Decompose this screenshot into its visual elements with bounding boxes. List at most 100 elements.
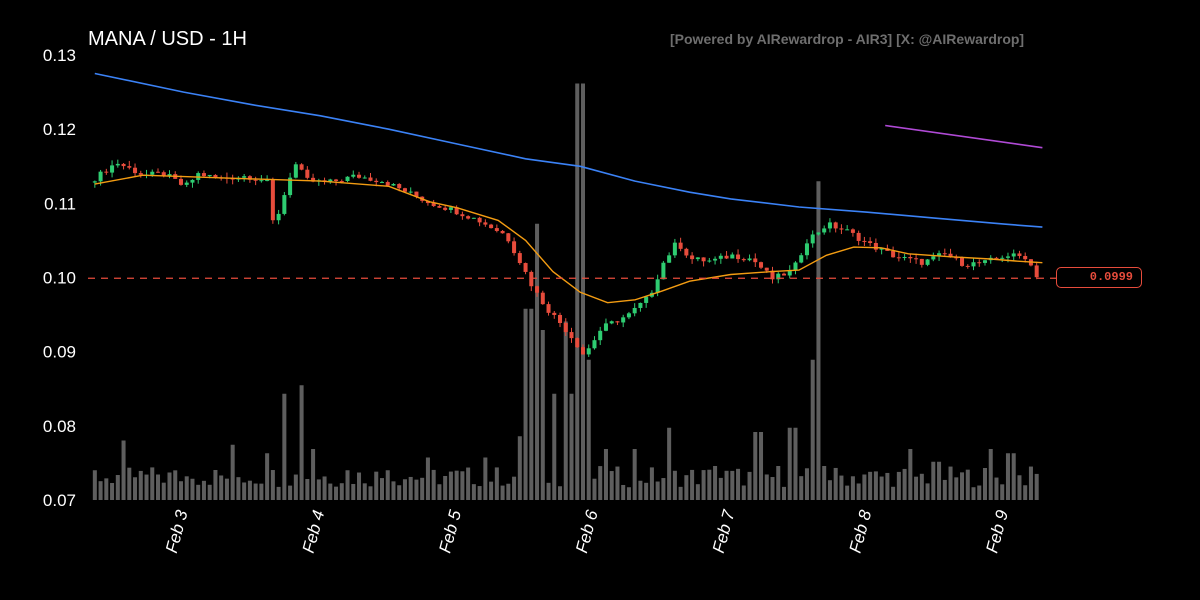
volume-bar [334, 486, 339, 500]
candle-body [850, 229, 855, 233]
candle [730, 252, 735, 259]
volume-bar [707, 469, 712, 500]
candle [942, 248, 947, 257]
candle-body [603, 323, 608, 331]
volume-bar [810, 359, 815, 500]
volume-bar [201, 480, 206, 500]
volume-bar [799, 476, 804, 500]
volume-bar [598, 466, 603, 500]
volume-bar [466, 467, 471, 500]
volume-bar [615, 466, 620, 500]
candle [724, 251, 729, 260]
candle [517, 250, 522, 265]
volume-bar [420, 477, 425, 500]
candle-body [368, 177, 373, 181]
candle [431, 199, 436, 207]
candle-body [862, 240, 867, 242]
candle-body [1005, 256, 1010, 258]
volume-bar [649, 467, 654, 500]
candle-body [793, 262, 798, 271]
volume-bar [144, 474, 149, 500]
volume-bar [1034, 473, 1039, 500]
volume-bar [1005, 453, 1010, 500]
candle-body [385, 182, 390, 186]
y-axis-labels: 0.13 0.12 0.11 0.10 0.09 0.08 0.07 [43, 46, 76, 510]
volume-bar [288, 485, 293, 500]
candle [494, 224, 499, 233]
volume-bar [988, 449, 993, 500]
candle-body [580, 347, 586, 355]
candle [540, 290, 545, 305]
volume-bar [770, 477, 775, 500]
volume-bar [219, 475, 224, 500]
candle [690, 252, 695, 264]
candle-body [127, 166, 132, 168]
candle-body [713, 258, 718, 261]
candle-body [942, 253, 947, 255]
candle-body [902, 257, 907, 259]
volume-bar [661, 478, 666, 500]
volume-bar [316, 479, 321, 500]
volume-bar [718, 477, 723, 500]
candle-body [736, 254, 741, 260]
watermark-text: [Powered by AIRewardrop - AIR3] [X: @AIR… [670, 31, 1025, 47]
candle [345, 176, 350, 183]
candle [759, 261, 764, 270]
candle [580, 344, 586, 355]
candle-body [167, 174, 172, 176]
candle-body [207, 174, 212, 177]
candles-layer [92, 159, 1039, 357]
volume-bar [896, 471, 901, 500]
candle-body [678, 242, 683, 249]
volume-bar [816, 181, 821, 500]
volume-bar [856, 483, 861, 500]
volume-bar [626, 487, 631, 500]
candle-body [804, 243, 809, 256]
candle [718, 253, 723, 264]
candle-body [98, 171, 103, 182]
candle-body [839, 228, 844, 230]
candle [822, 225, 827, 235]
y-tick-label: 0.07 [43, 491, 76, 510]
candle-body [954, 257, 959, 259]
volume-bar [276, 486, 281, 500]
candle-body [672, 242, 677, 256]
candle [368, 172, 373, 182]
candle [391, 183, 396, 186]
candle [632, 303, 637, 317]
candle [793, 261, 798, 275]
candle-body [569, 332, 574, 339]
volume-bar [804, 468, 809, 500]
volume-bar [632, 449, 637, 500]
volume-bar [873, 471, 878, 500]
candle [563, 318, 568, 336]
volume-bar [741, 485, 746, 500]
candle [569, 327, 574, 343]
volume-bar [552, 393, 557, 500]
candle [678, 237, 683, 252]
volume-bar [265, 453, 270, 500]
candle [293, 161, 298, 179]
volume-bar [713, 466, 718, 500]
candle-body [121, 163, 126, 167]
candle-body [982, 260, 988, 263]
candle [862, 236, 867, 247]
volume-bar [845, 485, 850, 500]
candle-body [1017, 253, 1022, 256]
candle [242, 173, 247, 182]
candle-body [110, 165, 115, 173]
volume-bar [558, 486, 563, 500]
x-tick-label: Feb 6 [572, 508, 602, 555]
candle-body [133, 167, 138, 174]
candle-body [994, 257, 999, 259]
candle [977, 259, 982, 267]
candle-body [259, 180, 264, 182]
candle-body [558, 314, 563, 323]
candle [558, 312, 563, 328]
volume-bar [161, 482, 166, 500]
candle-body [919, 258, 924, 265]
candle-body [1023, 255, 1028, 260]
candle-body [937, 253, 942, 257]
volume-bar [546, 482, 551, 500]
volume-bar [529, 308, 534, 500]
